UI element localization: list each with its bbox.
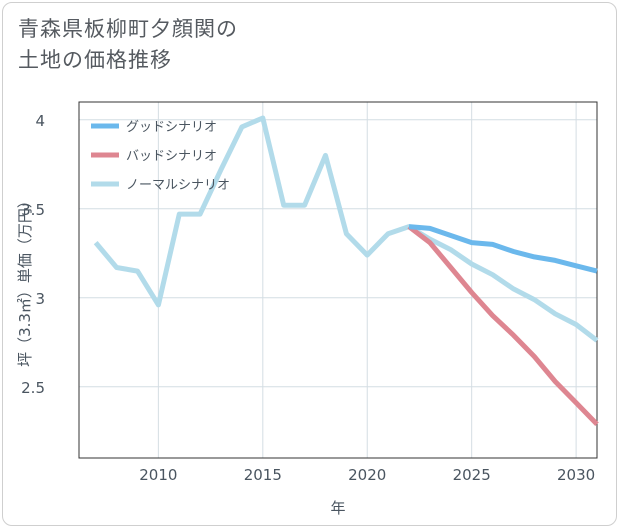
- y-tick-label: 3.5: [21, 201, 45, 219]
- tick-labels: 2010 2015 2020 2025 2030 2.5 3 3.5 4: [21, 112, 595, 484]
- y-tick-label: 3: [35, 290, 45, 308]
- series-line-bad: [407, 224, 599, 426]
- series-layer: [93, 115, 599, 426]
- legend-label-normal[interactable]: ノーマルシナリオ: [126, 178, 230, 193]
- y-tick-label: 2.5: [21, 379, 45, 397]
- chart-card: [2, 2, 617, 526]
- grid-lines: [79, 102, 597, 458]
- y-tick-label: 4: [35, 112, 45, 130]
- x-tick-label: 2010: [139, 466, 177, 484]
- chart-title-line2: 土地の価格推移: [18, 48, 172, 72]
- x-tick-label: 2015: [244, 466, 282, 484]
- x-tick-label: 2025: [453, 466, 491, 484]
- series-line-normal: [93, 115, 599, 343]
- plot-area-border: [78, 101, 598, 459]
- x-tick-label: 2030: [557, 466, 595, 484]
- series-line-good: [408, 224, 598, 274]
- y-axis-label: 坪（3.3㎡）単価（万円）: [16, 193, 34, 367]
- chart-title-line1: 青森県板柳町夕顔関の: [18, 17, 238, 41]
- x-axis-label: 年: [330, 499, 345, 517]
- x-tick-label: 2020: [348, 466, 386, 484]
- legend-label-bad[interactable]: バッドシナリオ: [126, 149, 217, 164]
- chart-title: 青森県板柳町夕顔関の 土地の価格推移: [18, 14, 238, 76]
- legend-label-good[interactable]: グッドシナリオ: [126, 120, 217, 135]
